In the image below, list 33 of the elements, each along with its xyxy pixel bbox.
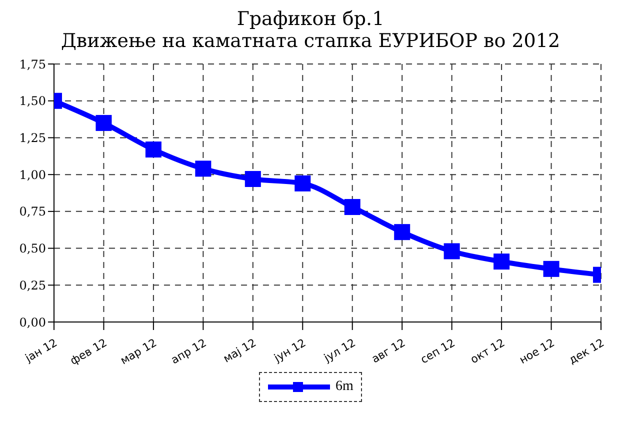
x-tick-label: јун 12: [271, 336, 308, 366]
y-tick-label: 0,00: [19, 315, 46, 330]
x-tick-label: окт 12: [468, 336, 508, 366]
x-tick-label: мај 12: [221, 336, 258, 366]
point: [394, 224, 410, 240]
chart-subtitle: Движење на каматната стапка ЕУРИБОР во 2012: [60, 30, 562, 52]
x-tick-label: јан 12: [22, 336, 60, 366]
x-tick-label: мар 12: [118, 336, 159, 368]
point: [244, 170, 261, 187]
x-tick-label: апр 12: [168, 336, 209, 367]
y-tick-label: 1,50: [19, 94, 46, 108]
x-tick-label: ное 12: [517, 336, 557, 367]
point: [96, 114, 112, 131]
point: [195, 160, 212, 177]
point: [145, 142, 162, 158]
y-tick-label: 0,75: [19, 204, 46, 219]
point: [344, 199, 360, 216]
x-tick-label: дек 12: [566, 336, 606, 367]
y-tick-label: 0,25: [19, 278, 46, 292]
point: [494, 254, 510, 270]
point: [294, 175, 311, 192]
x-tick-label: фев 12: [68, 336, 110, 368]
x-tick-label: јул 12: [320, 336, 358, 366]
point: [444, 243, 460, 260]
x-tick-label: авг 12: [369, 336, 408, 366]
chart-title: Графикон бр.1: [236, 8, 386, 30]
y-tick-label: 1,25: [19, 130, 46, 145]
y-tick-label: 1,75: [19, 57, 46, 72]
legend-label: 6m: [336, 379, 354, 395]
y-tick-label: 1,00: [19, 168, 46, 182]
point: [543, 260, 560, 277]
x-tick-label: сеп 12: [418, 336, 458, 366]
y-tick-label: 0,50: [19, 242, 46, 256]
